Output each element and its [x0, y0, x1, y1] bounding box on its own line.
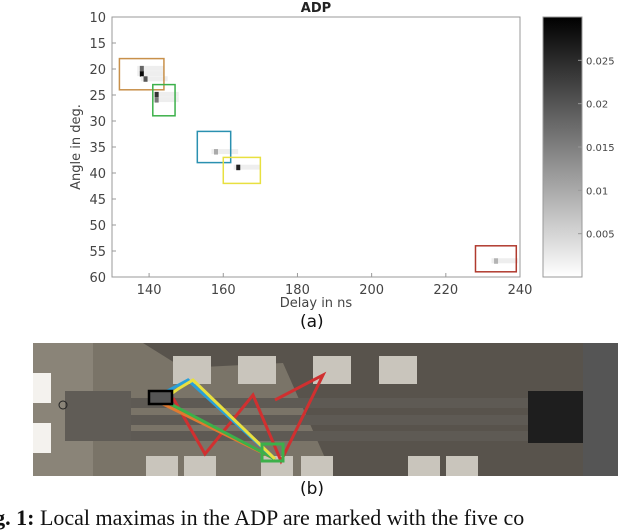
local-maximum-box: [474, 245, 518, 273]
subfigure-label-b: (b): [300, 479, 325, 499]
y-tick-label: 10: [89, 11, 106, 26]
heatmap-peak: [139, 71, 144, 77]
plot-area: [111, 16, 521, 278]
y-tick-label: 15: [89, 37, 106, 52]
y-tick-label: 40: [89, 167, 106, 182]
colorbar-tick-label: 0.01: [586, 186, 608, 197]
path-red: [171, 371, 327, 465]
subfigure-label-a: (a): [300, 312, 324, 332]
heatmap-streak: [211, 149, 239, 155]
y-tick-label: 30: [89, 115, 106, 130]
y-axis-label: Angle in deg.: [69, 104, 84, 190]
x-axis-label: Delay in ns: [280, 296, 353, 311]
x-tick-label: 160: [211, 283, 236, 298]
local-maximum-box: [152, 83, 176, 117]
heatmap-peak: [154, 91, 159, 98]
street-scene-image: [33, 343, 618, 476]
heatmap-streak: [137, 71, 164, 77]
x-tick-label: 140: [137, 283, 162, 298]
figure-caption: ig. 1: Local maximas in the ADP are mark…: [0, 505, 524, 531]
caption-prefix: ig. 1:: [0, 505, 35, 530]
colorbar-tick-label: 0.02: [586, 100, 608, 111]
y-tick-label: 20: [89, 63, 106, 78]
x-tick-label: 240: [508, 283, 533, 298]
y-tick-label: 55: [89, 245, 106, 260]
adp-heatmap: ADP 140 160 180 200 220 240 10 15 20 25 30 35 40 45 5…: [69, 1, 615, 311]
heatmap-streak: [152, 91, 179, 97]
x-tick-label: 200: [359, 283, 384, 298]
y-tick-label: 60: [89, 271, 106, 286]
transmitter-box: [260, 442, 285, 463]
colorbar: [542, 16, 583, 278]
x-tick-label: 180: [285, 283, 310, 298]
y-tick-label: 50: [89, 219, 106, 234]
heatmap-streak: [233, 164, 261, 170]
heatmap-streak: [491, 258, 519, 264]
colorbar-tick-label: 0.015: [586, 143, 615, 154]
x-tick-label: 220: [433, 283, 458, 298]
heatmap-peak: [143, 76, 148, 82]
heatmap-peak: [494, 258, 499, 264]
caption-text: Local maximas in the ADP are marked with…: [34, 505, 525, 530]
heatmap-streak: [152, 97, 179, 103]
heatmap-streak: [137, 65, 164, 71]
colorbar-tick-label: 0.005: [586, 230, 615, 241]
local-maximum-box: [196, 130, 232, 164]
heatmap-peak: [154, 97, 159, 103]
heatmap-peak: [139, 65, 144, 72]
heatmap-peak: [236, 164, 241, 171]
y-tick-label: 35: [89, 141, 106, 156]
heatmap-streak: [140, 76, 168, 82]
colorbar-tick-label: 0.025: [586, 56, 615, 67]
local-maximum-box: [118, 57, 165, 91]
y-tick-label: 25: [89, 89, 106, 104]
heatmap-peak: [214, 149, 218, 155]
local-maximum-box: [222, 156, 262, 185]
path-green: [160, 397, 276, 461]
y-tick-label: 45: [89, 193, 106, 208]
receiver-box: [147, 389, 174, 406]
chart-title: ADP: [301, 1, 331, 16]
